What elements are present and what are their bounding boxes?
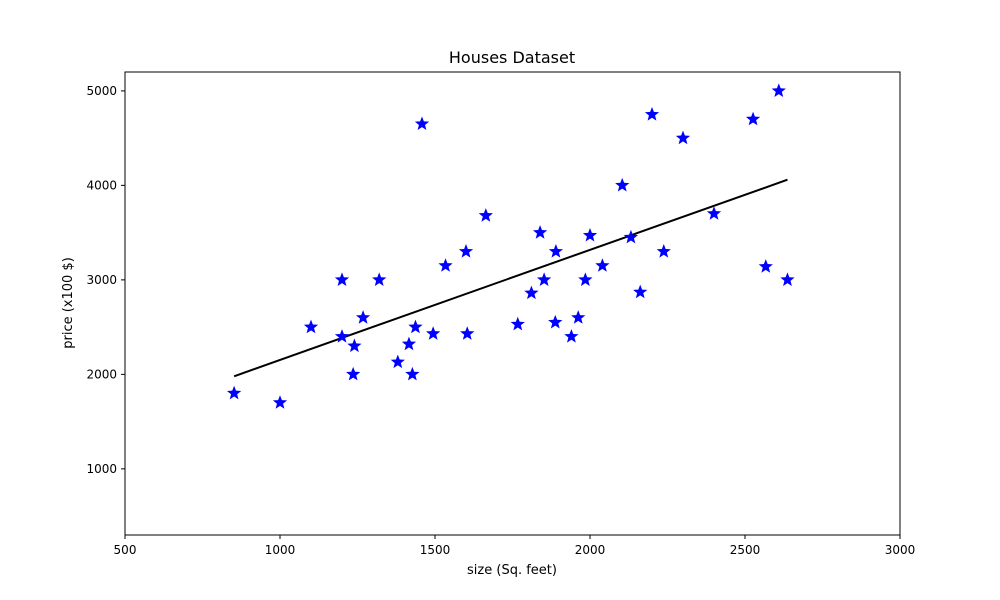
data-point — [615, 177, 630, 192]
x-tick-label: 500 — [114, 543, 137, 557]
y-tick-label: 5000 — [86, 84, 117, 98]
x-tick-label: 3000 — [885, 543, 916, 557]
data-point — [564, 329, 579, 343]
data-point — [623, 229, 639, 244]
y-tick-label: 3000 — [86, 273, 117, 287]
data-point — [510, 316, 525, 331]
data-point — [548, 314, 563, 329]
plot-area — [226, 83, 795, 409]
x-tick-label: 1000 — [265, 543, 296, 557]
x-tick-label: 2000 — [575, 543, 606, 557]
axes-frame — [124, 71, 901, 536]
x-axis-label: size (Sq. feet) — [467, 563, 557, 578]
y-tick-label: 2000 — [86, 367, 117, 381]
data-point — [334, 329, 350, 343]
data-point — [347, 338, 362, 353]
data-point — [438, 258, 453, 272]
chart-title: Houses Dataset — [449, 48, 575, 67]
data-point — [578, 272, 593, 286]
data-point — [548, 244, 564, 258]
data-point — [745, 111, 761, 126]
data-point — [334, 272, 350, 286]
data-point — [524, 285, 539, 300]
data-point — [644, 107, 660, 121]
data-point — [426, 326, 441, 340]
data-point — [401, 336, 417, 351]
data-point — [595, 258, 610, 272]
x-axis: 500 1000 1500 2000 2500 3000 — [114, 535, 916, 557]
regression-line — [233, 178, 788, 378]
data-point — [706, 206, 722, 220]
data-point — [414, 116, 430, 131]
data-point — [771, 83, 786, 97]
x-tick-label: 1500 — [420, 543, 451, 557]
data-point — [675, 130, 691, 145]
data-point — [226, 385, 242, 400]
data-point — [355, 310, 371, 324]
y-tick-label: 4000 — [86, 178, 117, 192]
data-point — [758, 259, 773, 273]
x-tick-label: 2500 — [730, 543, 761, 557]
data-point — [656, 244, 671, 258]
data-point — [633, 284, 648, 299]
y-tick-label: 1000 — [86, 462, 117, 476]
data-point — [346, 366, 361, 381]
data-point — [532, 225, 548, 239]
data-point — [272, 395, 288, 409]
data-point — [405, 366, 420, 381]
data-point — [408, 319, 423, 334]
data-point — [780, 272, 795, 286]
data-point — [536, 272, 552, 286]
data-point — [303, 319, 319, 334]
y-axis-label: price (x100 $) — [61, 257, 76, 349]
data-point — [460, 326, 475, 340]
data-point — [390, 354, 405, 369]
data-point — [478, 208, 493, 222]
data-point — [582, 227, 598, 242]
data-point — [372, 272, 387, 286]
data-point — [571, 310, 586, 324]
y-axis: 1000 2000 3000 4000 5000 — [86, 84, 125, 476]
data-point — [458, 244, 474, 258]
